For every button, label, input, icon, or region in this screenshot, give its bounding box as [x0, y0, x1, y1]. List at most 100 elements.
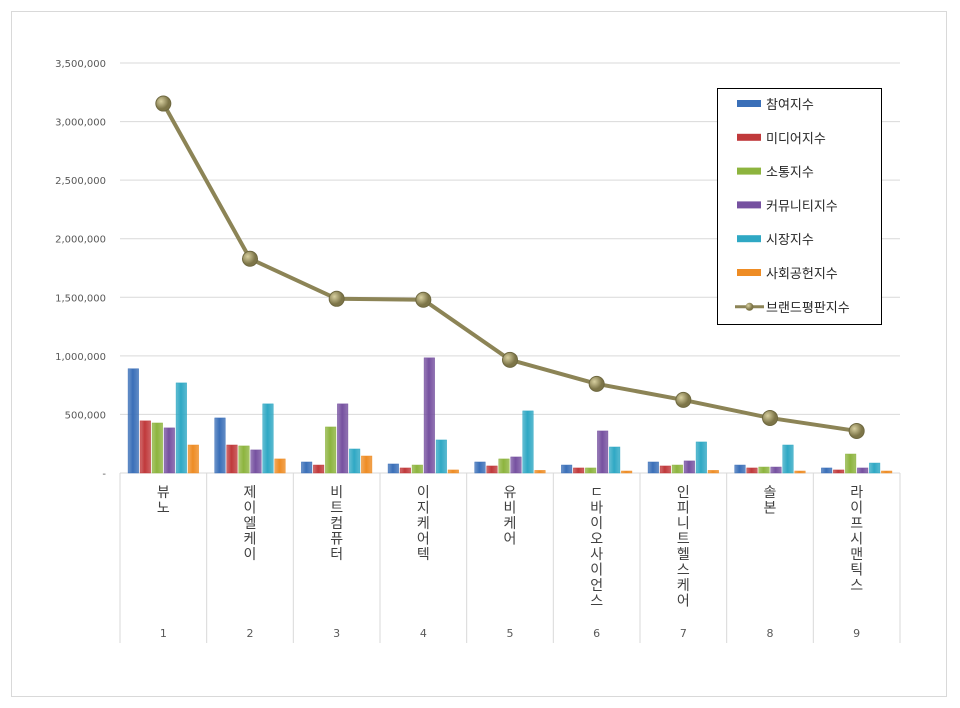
bar-5-9	[869, 462, 881, 474]
category-number: 6	[593, 627, 600, 640]
category-label-char: 프	[850, 516, 863, 532]
legend-label: 브랜드평판지수	[766, 301, 850, 316]
category-label-char: 트	[677, 532, 690, 548]
bar-1-2	[214, 417, 226, 474]
category-label-char: 오	[590, 532, 603, 548]
legend-label: 시장지수	[766, 233, 814, 248]
category-label-char: 엘	[244, 516, 257, 532]
category-number: 9	[853, 627, 860, 640]
bar-3-6	[585, 467, 597, 474]
category-label-char: 니	[677, 516, 690, 532]
bar-5-5	[522, 410, 534, 474]
category-label-char: 이	[590, 516, 603, 532]
bar-3-4	[411, 464, 423, 474]
category-label-char: 본	[764, 501, 777, 517]
line-point-7	[675, 391, 692, 408]
category-label-char: 이	[417, 485, 430, 501]
bar-6-7	[707, 470, 719, 474]
bar-4-7	[683, 460, 695, 474]
y-tick-label: -	[102, 469, 106, 480]
category-label-char: 퓨	[330, 532, 343, 548]
category-label-char: 케	[504, 516, 517, 532]
bar-4-3	[337, 403, 349, 474]
bar-6-9	[881, 470, 893, 474]
category-label-char: 바	[590, 501, 603, 517]
bar-2-2	[226, 444, 238, 474]
bar-5-2	[262, 403, 274, 474]
bar-2-5	[486, 465, 498, 474]
y-tick-label: 3,500,000	[55, 59, 106, 70]
line-point-3	[328, 290, 345, 307]
legend-marker	[745, 302, 754, 311]
category-number: 5	[507, 627, 514, 640]
bar-3-7	[671, 464, 683, 474]
bar-3-9	[845, 453, 857, 474]
y-tick-label: 1,000,000	[55, 352, 106, 363]
bar-4-6	[597, 430, 609, 474]
category-label-char: 지	[417, 501, 430, 517]
legend-swatch	[737, 201, 761, 209]
category-label-char: 이	[590, 563, 603, 579]
category-label-char: 어	[417, 532, 430, 548]
bar-4-8	[770, 466, 782, 474]
bar-2-1	[139, 420, 151, 474]
category-label-char: 비	[330, 485, 343, 501]
category-label-char: 터	[330, 547, 343, 563]
bar-5-7	[695, 441, 707, 474]
category-label-char: 스	[850, 578, 863, 594]
bar-5-8	[782, 444, 794, 474]
category-label-char: 노	[157, 501, 170, 517]
bar-1-1	[127, 368, 139, 474]
line-point-6	[588, 375, 605, 392]
category-label-char: 스	[590, 594, 603, 610]
legend-label: 참여지수	[766, 98, 814, 113]
line-point-5	[502, 351, 518, 368]
category-label-char: 케	[244, 532, 257, 548]
bar-6-3	[361, 455, 373, 474]
y-tick-label: 2,000,000	[55, 235, 106, 246]
category-label-char: 케	[417, 516, 430, 532]
category-label-char: 케	[677, 578, 690, 594]
bar-5-3	[349, 448, 361, 474]
category-label-char: 인	[677, 485, 690, 501]
bar-2-9	[833, 469, 845, 474]
bar-4-2	[250, 449, 262, 474]
category-label-char: 이	[850, 501, 863, 517]
category-label-char: 이	[244, 501, 257, 517]
category-label-char: 맨	[850, 547, 863, 563]
bar-6-8	[794, 470, 806, 474]
line-point-2	[242, 250, 258, 267]
bar-4-5	[510, 456, 522, 474]
bar-2-6	[573, 467, 585, 474]
y-tick-label: 3,000,000	[55, 118, 106, 129]
bar-1-4	[387, 463, 399, 474]
y-tick-label: 1,500,000	[55, 293, 106, 304]
legend-swatch	[737, 235, 761, 243]
bar-1-8	[734, 464, 746, 474]
category-label-char: 틱	[850, 563, 863, 579]
category-label-char: 텍	[417, 547, 430, 563]
bar-1-3	[301, 461, 313, 474]
category-label-char: 어	[677, 594, 690, 610]
bar-5-6	[609, 446, 621, 474]
legend-swatch	[737, 100, 761, 107]
category-label-char: 제	[244, 485, 257, 501]
bar-6-2	[274, 458, 286, 474]
bar-3-8	[758, 466, 770, 474]
line-point-8	[762, 409, 778, 426]
category-number: 3	[333, 627, 340, 640]
bar-3-3	[325, 426, 337, 474]
line-point-1	[155, 95, 172, 112]
bar-6-6	[621, 470, 633, 474]
legend-label: 사회공헌지수	[766, 267, 838, 282]
bar-6-5	[534, 470, 546, 474]
legend-label: 미디어지수	[766, 132, 826, 147]
legend-swatch	[737, 167, 761, 175]
category-label-char: 유	[504, 485, 517, 501]
category-label-char: 시	[850, 532, 863, 548]
category-label-char: 비	[504, 501, 517, 517]
category-label-char: 헬	[677, 547, 690, 563]
category-label-char: 어	[504, 532, 517, 548]
bar-1-6	[561, 464, 573, 474]
